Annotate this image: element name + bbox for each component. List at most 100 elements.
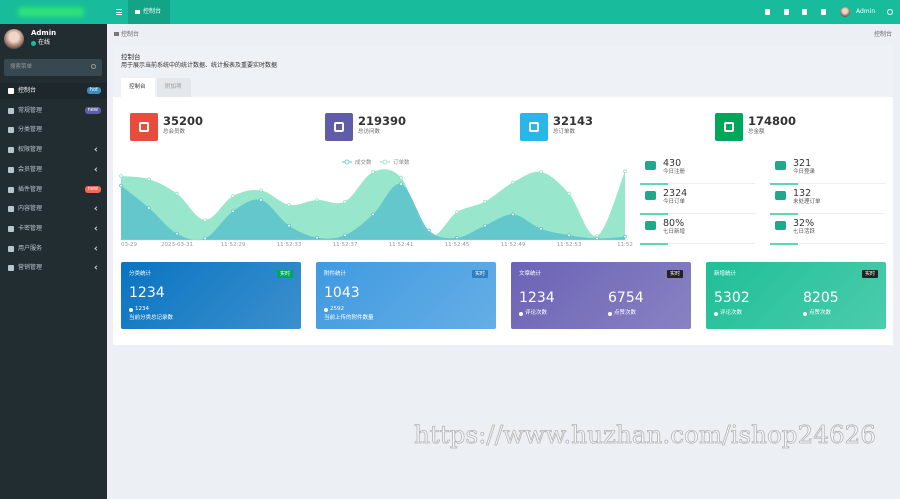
data-point	[119, 183, 123, 188]
mini-divider	[640, 183, 755, 184]
data-point	[287, 223, 291, 228]
panel-tab[interactable]: 控制台	[121, 78, 155, 97]
legend-marker	[344, 159, 350, 165]
menu-item[interactable]: 分类管理	[0, 122, 107, 138]
mini-progress	[770, 183, 798, 185]
data-point	[623, 235, 627, 239]
stat-label: 总会员数	[163, 129, 186, 135]
menu-item[interactable]: 控制台 hot	[0, 83, 107, 99]
card-title: 文章统计	[519, 271, 542, 277]
header-user[interactable]: Admin	[856, 8, 876, 15]
header-avatar[interactable]	[840, 7, 850, 17]
mini-progress	[640, 183, 668, 185]
stat-icon-glyph	[724, 122, 734, 132]
status-dot	[31, 41, 36, 46]
menu-icon	[8, 206, 14, 213]
breadcrumb-right[interactable]: 控制台	[873, 31, 892, 38]
panel-tab[interactable]: 附加项	[157, 78, 191, 97]
card-value: 1234	[129, 285, 165, 301]
tab-label: 控制台	[143, 8, 162, 15]
stat-icon-glyph	[529, 122, 539, 132]
menu-chevron	[94, 226, 99, 231]
data-point	[539, 227, 543, 231]
x-tick-label: 11:52	[617, 242, 633, 248]
card-note-icon	[714, 312, 718, 316]
breadcrumb-left[interactable]: 控制台	[121, 31, 140, 38]
x-tick-label: 11:52:45	[445, 242, 470, 248]
menu-badge: new	[84, 185, 101, 193]
watermark: https://www.huzhan.com/ishop24626	[414, 421, 876, 449]
x-tick-label: 11:52:49	[501, 242, 526, 248]
menu-chevron	[94, 265, 99, 270]
menu-item[interactable]: 插件管理 new	[0, 182, 107, 198]
logo	[0, 0, 107, 24]
data-point	[315, 235, 319, 240]
header-icon[interactable]	[802, 9, 807, 15]
data-point	[371, 212, 375, 217]
menu-item[interactable]: 卡密管理	[0, 221, 107, 237]
data-point	[483, 199, 487, 204]
data-point	[287, 202, 291, 207]
x-tick-label: 11:52:37	[333, 242, 358, 248]
data-point	[427, 228, 431, 233]
mini-icon	[775, 221, 786, 230]
series-area	[121, 183, 625, 240]
menu-icon	[8, 265, 14, 272]
menu-item[interactable]: 权限管理	[0, 142, 107, 158]
header-icon[interactable]	[784, 9, 789, 15]
data-point	[511, 212, 515, 217]
mini-progress	[640, 243, 668, 245]
mini-value: 321	[793, 158, 812, 169]
stat-icon	[520, 113, 548, 141]
menu-item[interactable]: 营销管理	[0, 260, 107, 276]
panel-title: 控制台	[121, 53, 141, 61]
search-placeholder: 搜索菜单	[10, 64, 33, 70]
header-icon[interactable]	[821, 9, 826, 15]
search-icon	[91, 64, 96, 69]
header-tab[interactable]: 控制台	[128, 0, 170, 24]
menu-item[interactable]: 会员管理	[0, 162, 107, 178]
card-sub-icon	[129, 308, 133, 312]
header-icon[interactable]	[887, 9, 893, 15]
menu-item[interactable]: 用户服务	[0, 241, 107, 257]
menu-label: 用户服务	[18, 244, 43, 252]
mini-label: 今日订单	[663, 199, 686, 205]
card-note: 评论次数	[525, 310, 548, 316]
data-point	[567, 233, 571, 237]
card-sub-value: 2592	[330, 306, 344, 312]
card-value: 1234	[519, 290, 555, 306]
stat-icon-glyph	[139, 122, 149, 132]
menu-toggle[interactable]	[116, 9, 122, 15]
card-sub-value: 1234	[135, 306, 149, 312]
menu-icon	[8, 166, 14, 173]
data-point	[455, 235, 459, 240]
menu-icon	[8, 107, 14, 114]
card-note: 评论次数	[720, 310, 743, 316]
menu-chevron	[94, 147, 99, 152]
data-point	[399, 182, 403, 186]
card-badge: 实时	[471, 270, 488, 278]
menu-icon	[8, 88, 14, 94]
mini-icon	[645, 191, 656, 200]
data-point	[119, 174, 123, 178]
legend-marker	[382, 159, 388, 165]
menu-chevron	[94, 167, 99, 172]
header-icon[interactable]	[765, 9, 770, 15]
menu-item[interactable]: 内容管理	[0, 201, 107, 217]
x-tick-label: 11:52:53	[557, 242, 582, 248]
card-note-icon	[519, 312, 523, 316]
search-box[interactable]: 搜索菜单	[4, 59, 102, 76]
x-tick-label: 11:52:33	[277, 242, 302, 248]
stat-icon-glyph	[334, 122, 344, 132]
card-value: 5302	[714, 290, 750, 306]
mini-divider	[640, 243, 755, 244]
menu-label: 营销管理	[18, 264, 43, 272]
mini-label: 七日新增	[663, 229, 686, 235]
menu-item[interactable]: 常规管理 new	[0, 103, 107, 119]
logo-blur	[18, 7, 84, 17]
data-point	[399, 175, 403, 180]
area-chart: 03-29 2023-03-31 11:52:29 11:52:33 11:52:37 1…	[119, 158, 633, 248]
data-point	[483, 223, 487, 228]
data-point	[455, 210, 459, 214]
